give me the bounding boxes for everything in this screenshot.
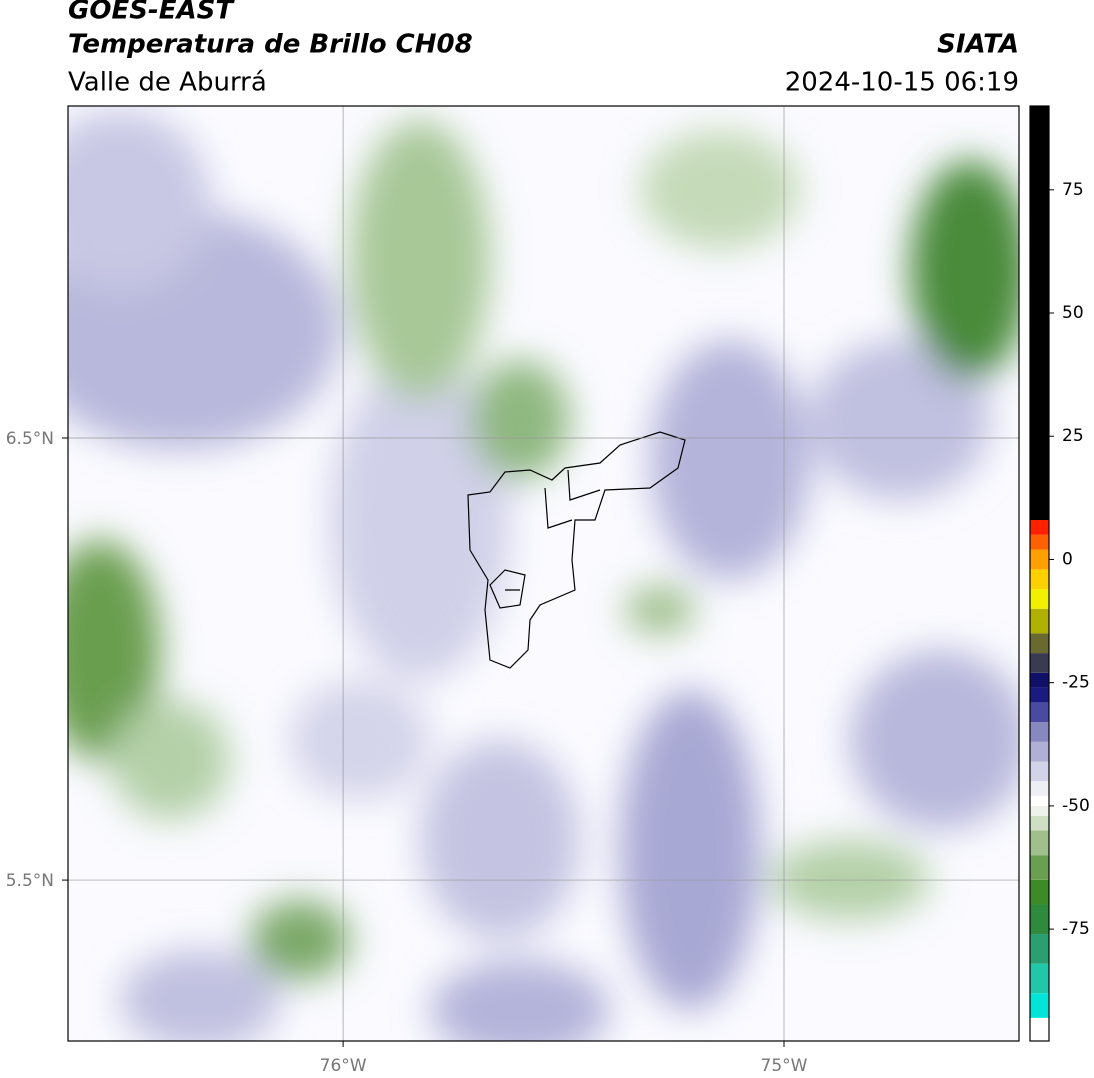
- region: Valle de Aburrá: [68, 68, 267, 98]
- colorbar-band: [1030, 608, 1049, 634]
- colorbar-frame: [1029, 105, 1050, 1042]
- colorbar-tick-label: -25: [1062, 673, 1090, 693]
- colorbar-band: [1030, 653, 1049, 673]
- colorbar-band: [1030, 702, 1049, 723]
- colorbar-band: [1030, 781, 1049, 797]
- colorbar-band: [1030, 633, 1049, 654]
- lat-tick-label: 6.5°N: [6, 429, 54, 449]
- colorbar-band: [1030, 805, 1049, 816]
- map-frame: [67, 105, 1020, 1042]
- colorbar-band: [1030, 830, 1049, 856]
- colorbar-band: [1030, 963, 1049, 994]
- colorbar-band: [1030, 589, 1049, 609]
- colorbar-band: [1030, 761, 1049, 782]
- lon-tick-label: 76°W: [320, 1056, 367, 1076]
- colorbar-band: [1030, 687, 1049, 703]
- colorbar-tick-label: 25: [1062, 426, 1084, 446]
- source: SIATA: [937, 30, 1019, 60]
- colorbar-band: [1030, 520, 1049, 535]
- colorbar-band: [1030, 1017, 1049, 1041]
- colorbar-band: [1030, 879, 1049, 905]
- colorbar-band: [1030, 904, 1049, 935]
- colorbar-band: [1030, 934, 1049, 964]
- colorbar-band: [1030, 549, 1049, 570]
- colorbar-band: [1030, 106, 1049, 521]
- timestamp: 2024-10-15 06:19: [785, 68, 1019, 98]
- map-field: [68, 106, 1019, 1041]
- colorbar-band: [1030, 993, 1049, 1018]
- colorbar-tick-label: -50: [1062, 796, 1090, 816]
- colorbar-band: [1030, 796, 1049, 806]
- colorbar-band: [1030, 534, 1049, 550]
- colorbar-tick-label: 75: [1062, 180, 1084, 200]
- colorbar-tick-label: -75: [1062, 919, 1090, 939]
- colorbar-band: [1030, 722, 1049, 742]
- colorbar-tick-label: 0: [1062, 549, 1073, 569]
- colorbar-band: [1030, 741, 1049, 762]
- colorbar-band: [1030, 815, 1049, 831]
- title: GOES-EAST: [68, 0, 235, 26]
- colorbar-band: [1030, 855, 1049, 880]
- colorbar-band: [1030, 569, 1049, 590]
- lon-tick-label: 75°W: [761, 1056, 808, 1076]
- colorbar-band: [1030, 672, 1049, 688]
- subtitle: Temperatura de Brillo CH08: [68, 30, 473, 60]
- lat-tick-label: 5.5°N: [6, 871, 54, 891]
- colorbar-tick-label: 50: [1062, 303, 1084, 323]
- municipal-borders: [467, 431, 686, 669]
